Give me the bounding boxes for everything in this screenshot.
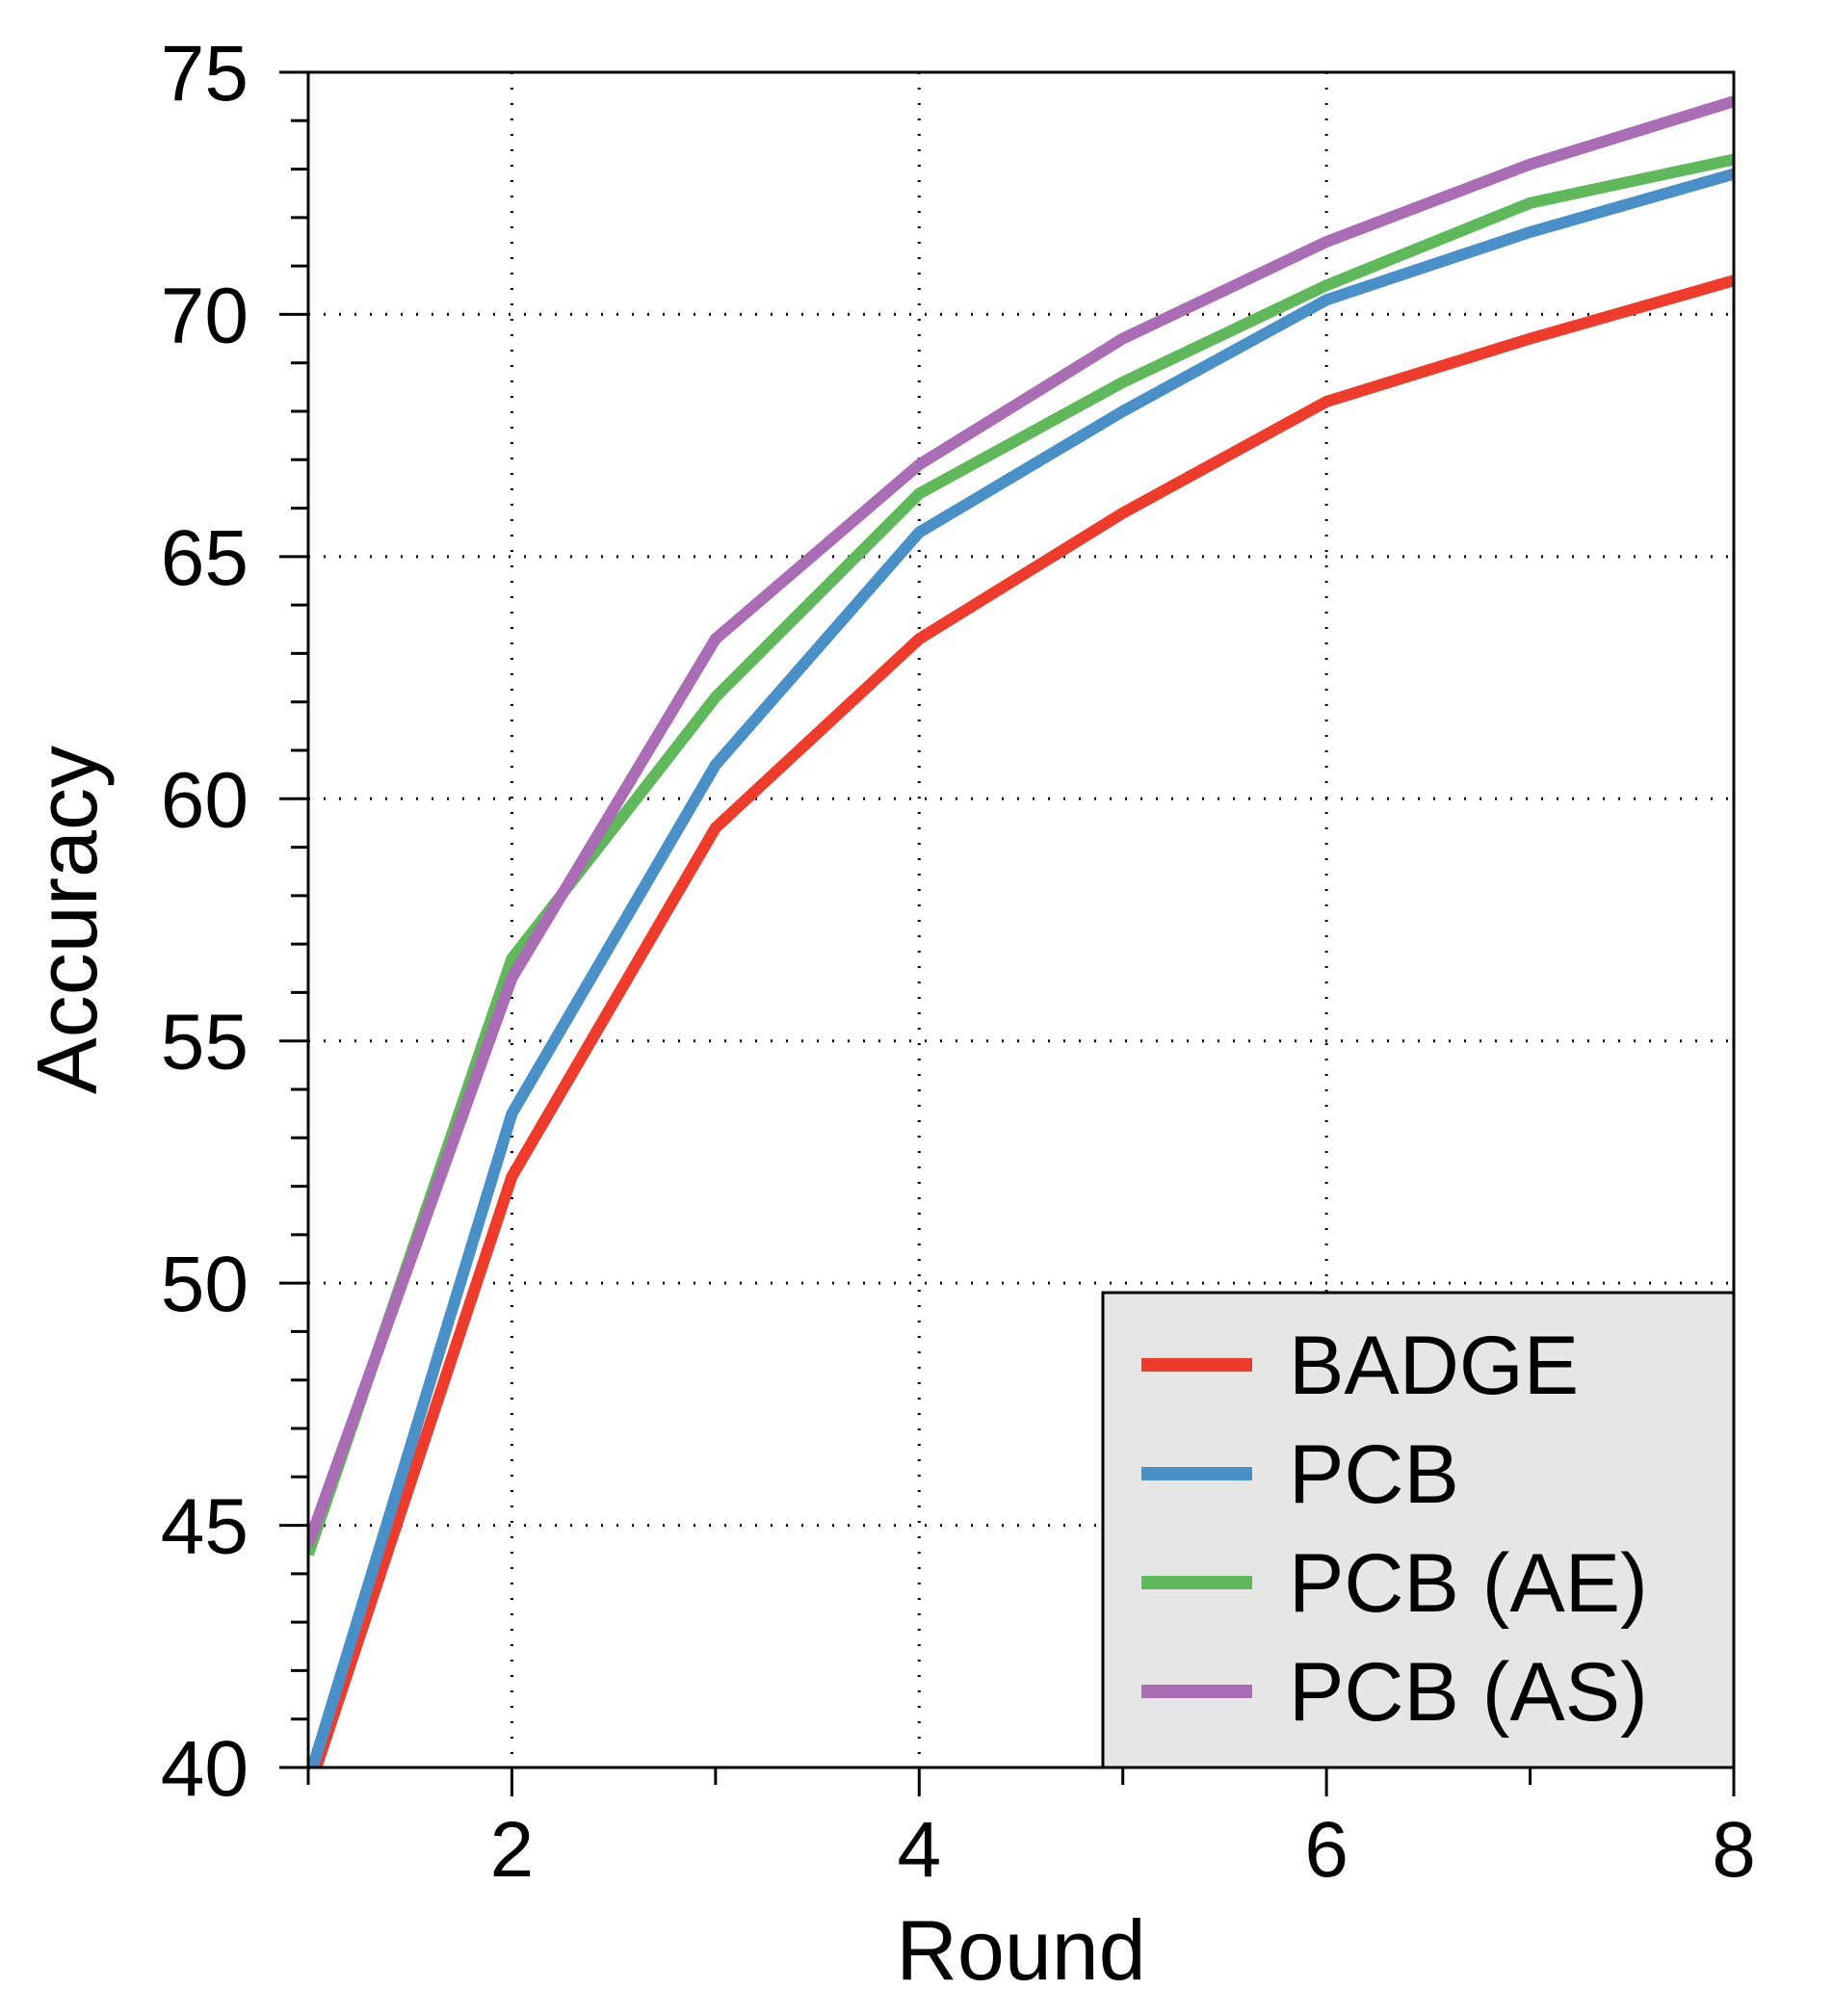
- legend-label-pcb-as: PCB (AS): [1289, 1646, 1648, 1739]
- x-tick-label: 8: [1712, 1806, 1756, 1894]
- y-tick-label: 55: [161, 999, 249, 1087]
- plot-frame: [306, 70, 1736, 1769]
- y-tick-label: 50: [161, 1241, 249, 1328]
- y-tick-label: 65: [161, 514, 249, 602]
- axis-ticks: [279, 70, 1736, 1796]
- y-axis-label: Accuracy: [19, 746, 115, 1094]
- y-tick-label: 40: [161, 1725, 249, 1813]
- series-line-pcb: [308, 168, 1734, 1767]
- tick-labels: 40 45 50 55 60 65 70 75 2 4 6 8: [161, 30, 1756, 1894]
- legend-label-pcb: PCB: [1289, 1428, 1459, 1521]
- y-tick-label: 45: [161, 1483, 249, 1571]
- series-line-badge: [310, 275, 1734, 1767]
- y-tick-label: 70: [161, 272, 249, 359]
- x-tick-label: 6: [1304, 1806, 1349, 1894]
- series-lines: [308, 95, 1734, 1767]
- x-tick-label: 4: [897, 1806, 941, 1894]
- x-axis-label: Round: [896, 1902, 1145, 1998]
- y-tick-label: 75: [161, 30, 249, 118]
- series-line-pcb-as: [308, 95, 1734, 1547]
- legend-label-pcb-ae: PCB (AE): [1289, 1537, 1648, 1630]
- x-tick-label: 2: [490, 1806, 535, 1894]
- y-tick-label: 60: [161, 756, 249, 844]
- legend-label-badge: BADGE: [1289, 1320, 1579, 1412]
- legend: BADGE PCB PCB (AE) PCB (AS): [1101, 1291, 1736, 1769]
